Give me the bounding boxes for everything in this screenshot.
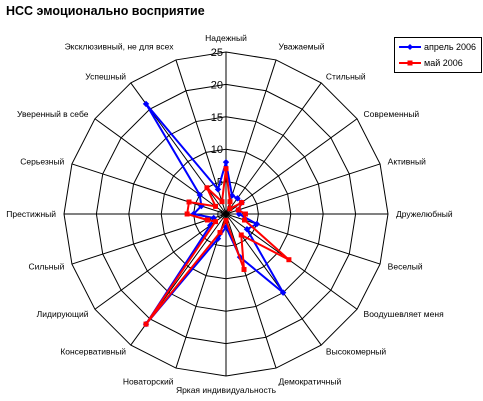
spoke-6 bbox=[225, 213, 381, 265]
radar-axis-labels: Надежный Уважаемый Стильный Современный Акти… bbox=[6, 33, 453, 395]
series-2-point-8 bbox=[238, 232, 244, 238]
tick-label-20: 20 bbox=[211, 79, 223, 91]
axis-label-5: Дружелюбный bbox=[396, 209, 453, 219]
spoke-9 bbox=[225, 213, 277, 369]
series-2-point-7 bbox=[286, 257, 292, 263]
radar-series bbox=[142, 100, 292, 328]
axis-label-12: Консервативный bbox=[60, 347, 126, 357]
axis-label-6: Веселый bbox=[388, 262, 423, 272]
series-2-point-9 bbox=[241, 266, 247, 272]
series-1-point-17 bbox=[196, 191, 203, 199]
axis-label-1: Уважаемый bbox=[279, 41, 325, 51]
legend-swatch-series-1 bbox=[399, 44, 421, 50]
axis-label-0: Надежный bbox=[205, 33, 247, 43]
axis-label-10: Яркая индивидуальность bbox=[176, 385, 277, 395]
series-2-point-17 bbox=[213, 203, 219, 209]
series-2-point-16 bbox=[186, 199, 192, 205]
series-2-point-15 bbox=[184, 211, 190, 217]
series-1-point-13 bbox=[207, 222, 214, 229]
spoke-17 bbox=[94, 118, 227, 215]
axis-label-8: Высокомерный bbox=[326, 347, 386, 357]
axis-label-14: Сильный bbox=[28, 262, 64, 272]
legend-entry-series-1: апрель 2006 bbox=[399, 42, 476, 52]
series-2-point-4 bbox=[235, 207, 241, 213]
series-1-point-19 bbox=[214, 186, 222, 193]
axis-label-7: Воодушевляет меня bbox=[364, 309, 445, 319]
tick-label-10: 10 bbox=[211, 144, 223, 156]
tick-label-15: 15 bbox=[211, 112, 223, 124]
chart-title: НСС эмоционально восприятие bbox=[6, 4, 205, 18]
chart-legend: апрель 2006 май 2006 bbox=[394, 37, 482, 73]
series-1-point-0 bbox=[222, 158, 230, 166]
axis-label-2: Стильный bbox=[326, 71, 366, 81]
tick-label-0: 0 bbox=[217, 209, 223, 221]
axis-label-17: Уверенный в себе bbox=[17, 109, 89, 119]
series-2-point-10 bbox=[223, 217, 229, 223]
legend-label-series-1: апрель 2006 bbox=[424, 42, 477, 52]
series-2-point-12 bbox=[143, 321, 149, 327]
spoke-3 bbox=[225, 118, 358, 215]
series-1-point-2 bbox=[234, 195, 241, 202]
series-2-point-2 bbox=[227, 206, 233, 212]
spoke-2 bbox=[225, 82, 322, 215]
axis-label-9: Демократичный bbox=[279, 377, 342, 387]
axis-label-16: Серьезный bbox=[20, 156, 64, 166]
tick-label-25: 25 bbox=[211, 47, 223, 59]
series-2-point-13 bbox=[213, 219, 219, 225]
axis-label-3: Современный bbox=[364, 109, 420, 119]
spoke-1 bbox=[225, 59, 277, 215]
series-1-point-10 bbox=[222, 223, 230, 231]
legend-entry-series-2: май 2006 bbox=[399, 58, 463, 68]
series-1-point-7 bbox=[243, 226, 251, 233]
axis-label-18: Успешный bbox=[85, 71, 126, 81]
series-2-point-19 bbox=[219, 199, 225, 205]
axis-label-15: Престижный bbox=[6, 209, 56, 219]
series-2 bbox=[143, 166, 292, 327]
spoke-4 bbox=[225, 163, 381, 215]
axis-label-13: Лидирующий bbox=[37, 309, 89, 319]
series-2-point-5 bbox=[242, 211, 248, 217]
series-2-point-3 bbox=[239, 200, 245, 206]
series-1-point-8 bbox=[279, 289, 287, 296]
legend-swatch-series-2 bbox=[399, 60, 421, 66]
series-2-point-0 bbox=[223, 166, 229, 172]
axis-label-19: Эксклюзивный, не для всех bbox=[65, 41, 175, 51]
series-1-point-18 bbox=[142, 100, 150, 108]
series-2-point-1 bbox=[227, 199, 233, 205]
series-2-point-18 bbox=[204, 185, 210, 191]
legend-label-series-2: май 2006 bbox=[424, 58, 463, 68]
series-1-point-6 bbox=[253, 220, 261, 228]
spoke-14 bbox=[71, 213, 227, 265]
series-2-point-6 bbox=[241, 217, 247, 223]
spoke-13 bbox=[94, 213, 227, 310]
series-2-point-11 bbox=[217, 229, 223, 235]
axis-label-11: Новаторский bbox=[123, 377, 174, 387]
series-2-point-14 bbox=[205, 217, 211, 223]
axis-label-4: Активный bbox=[388, 156, 426, 166]
